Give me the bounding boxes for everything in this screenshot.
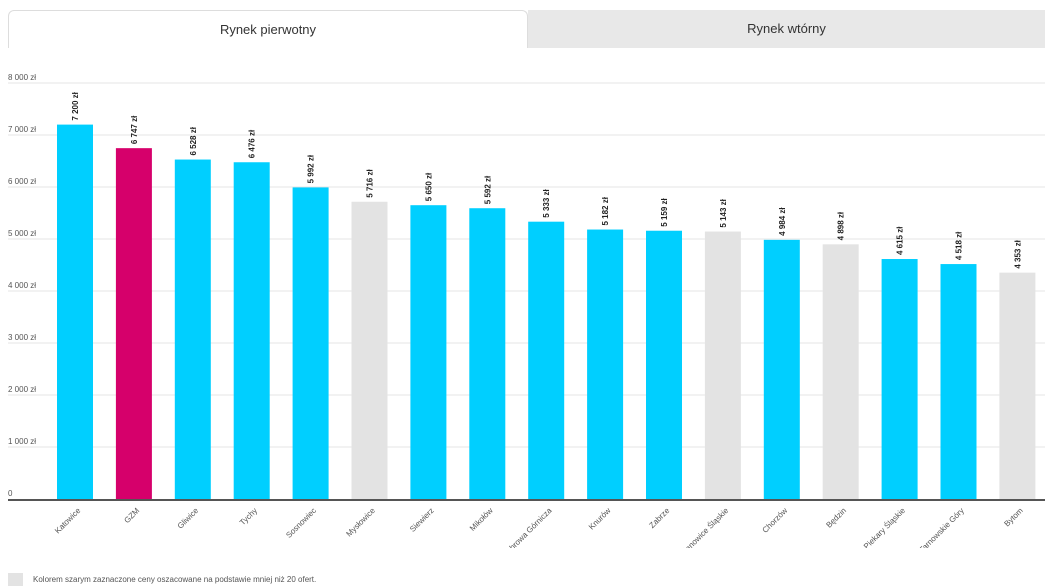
bar (174, 159, 211, 499)
x-tick-label: Chorzów (761, 506, 790, 535)
data-label: 5 159 zł (660, 197, 669, 226)
x-tick-label: Katowice (53, 506, 83, 536)
data-label: 4 984 zł (778, 207, 787, 236)
x-tick-label: GZM (122, 506, 141, 525)
bar (233, 162, 270, 500)
data-label: 5 592 zł (483, 175, 492, 204)
tab-secondary-market[interactable]: Rynek wtórny (528, 10, 1045, 48)
x-tick-label: Mysłowice (344, 506, 377, 539)
y-tick-label: 1 000 zł (8, 437, 36, 446)
data-label: 5 650 zł (424, 172, 433, 201)
tab-primary-market[interactable]: Rynek pierwotny (8, 10, 528, 48)
data-label: 4 898 zł (837, 211, 846, 240)
x-tick-label: Będzin (824, 506, 848, 530)
x-tick-label: Mikołów (468, 506, 495, 533)
data-label: 5 143 zł (719, 198, 728, 227)
bar (115, 148, 152, 499)
x-tick-label: Bytom (1002, 506, 1025, 529)
x-tick-label: Zabrze (647, 506, 671, 530)
bar (351, 201, 388, 499)
data-label: 4 615 zł (896, 226, 905, 255)
bar (763, 239, 800, 499)
legend-text: Kolorem szarym zaznaczone ceny oszacowan… (33, 574, 317, 584)
y-tick-label: 6 000 zł (8, 177, 36, 186)
y-tick-label: 3 000 zł (8, 333, 36, 342)
bar (999, 272, 1036, 499)
x-tick-label: Siewierz (408, 506, 436, 534)
bar (940, 264, 977, 499)
data-label: 5 716 zł (366, 169, 375, 198)
bar (704, 231, 741, 499)
data-label: 6 476 zł (248, 129, 257, 158)
data-label: 6 747 zł (130, 115, 139, 144)
bar (528, 221, 565, 499)
data-label: 6 528 zł (189, 126, 198, 155)
data-label: 4 353 zł (1013, 239, 1022, 268)
market-tabs: Rynek pierwotny Rynek wtórny (8, 10, 1045, 48)
legend-swatch (8, 572, 23, 586)
y-tick-label: 8 000 zł (8, 73, 36, 82)
bar (822, 244, 859, 499)
bar (469, 208, 506, 499)
bar (292, 187, 329, 499)
bar (646, 230, 682, 499)
y-tick-label: 2 000 zł (8, 385, 36, 394)
data-label: 5 333 zł (542, 188, 551, 217)
legend: Kolorem szarym zaznaczone ceny oszacowan… (8, 572, 317, 586)
data-label: 5 182 zł (601, 196, 610, 225)
y-tick-label: 5 000 zł (8, 229, 36, 238)
x-tick-label: Tychy (238, 506, 259, 527)
x-tick-label: Sosnowiec (284, 506, 318, 540)
data-label: 7 200 zł (71, 91, 80, 120)
y-tick-label: 4 000 zł (8, 281, 36, 290)
x-tick-label: Tarnowskie Góry (917, 506, 965, 548)
x-tick-label: Piekary Śląskie (862, 506, 907, 548)
x-tick-label: Siemianowice Śląskie (669, 506, 730, 548)
price-bar-chart: 0 1 000 zł 2 000 zł 3 000 zł 4 000 zł 5 000 z… (8, 73, 1045, 548)
bar (410, 205, 447, 499)
data-label: 5 992 zł (307, 154, 316, 183)
bar (587, 229, 624, 499)
y-tick-label: 7 000 zł (8, 125, 36, 134)
bar (57, 124, 93, 499)
y-tick-label: 0 (8, 489, 13, 498)
x-tick-label: Gliwice (176, 506, 201, 531)
data-label: 4 518 zł (955, 231, 964, 260)
bar (881, 259, 918, 499)
x-tick-label: Dąbrowa Górnicza (500, 506, 554, 548)
x-tick-label: Knurów (587, 506, 613, 532)
